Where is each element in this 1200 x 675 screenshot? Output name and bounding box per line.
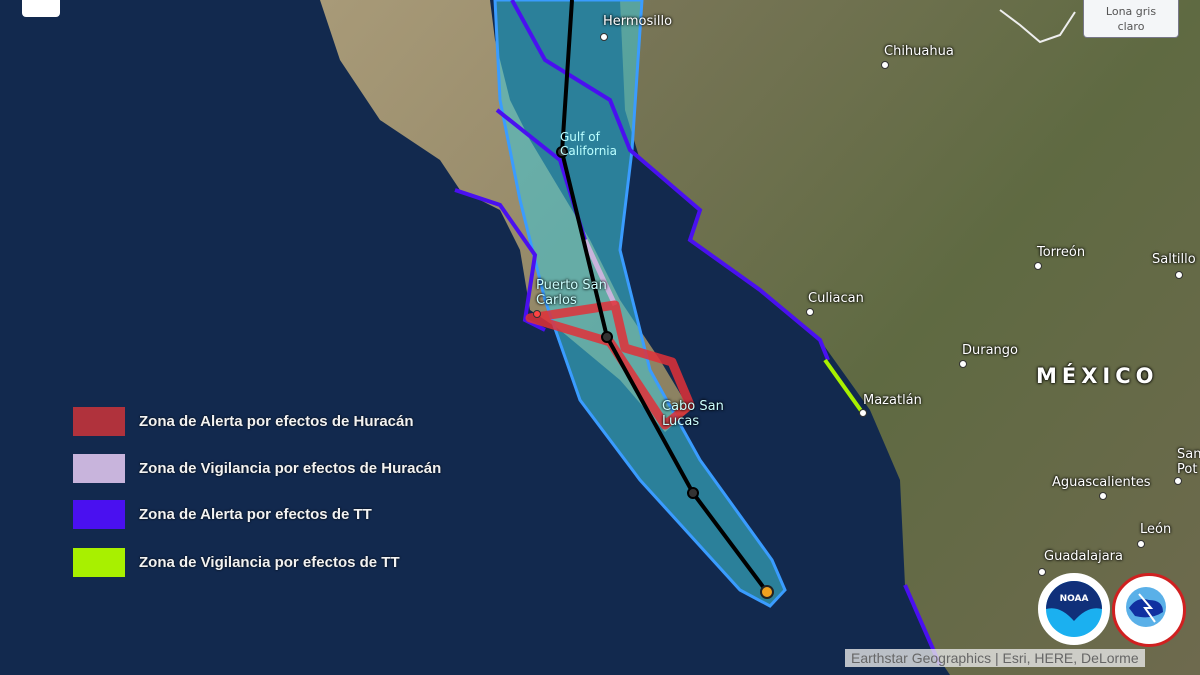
tt-warning-line-west [454, 188, 546, 332]
city-label-saltillo: Saltillo [1152, 252, 1196, 267]
mainland-mexico [620, 0, 1200, 675]
noaa-logo: NOAA [1038, 573, 1110, 645]
track-point[interactable] [687, 487, 699, 499]
legend-item-tt-watch: Zona de Vigilancia por efectos de TT [73, 548, 400, 577]
city-label-hermosillo: Hermosillo [603, 14, 673, 29]
legend-item-tt-warning: Zona de Alerta por efectos de TT [73, 500, 372, 529]
city-label-durango: Durango [962, 343, 1019, 358]
city-label-torreon: Torreón [1037, 245, 1086, 260]
country-label: MÉXICO [1036, 364, 1159, 388]
cabo-line1: Cabo San [662, 399, 724, 414]
city-label-aguascalientes: Aguascalientes [1052, 475, 1151, 490]
puerto-line1: Puerto San [536, 278, 607, 293]
legend-swatch [73, 407, 125, 436]
map-attribution: Earthstar Geographics | Esri, HERE, DeLo… [845, 649, 1145, 667]
slp-line2: Pot [1177, 462, 1198, 477]
state-border [999, 9, 1076, 44]
city-label-culiacan: Culiacan [808, 291, 864, 306]
basemap-label-1: Lona gris [1105, 5, 1157, 18]
hurricane-watch-line [582, 238, 618, 307]
tt-watch-line [823, 358, 864, 414]
city-dot [959, 360, 967, 368]
legend-label: Zona de Vigilancia por efectos de Huracá… [139, 460, 442, 477]
puerto-line2: Carlos [536, 293, 577, 308]
track-point[interactable] [601, 331, 613, 343]
city-label-leon: León [1140, 522, 1172, 537]
storm-current-position-icon[interactable] [760, 585, 774, 599]
legend-swatch [73, 454, 125, 483]
city-dot [1137, 540, 1145, 548]
city-label-puerto-san-carlos: Puerto San Carlos [536, 278, 607, 308]
city-label-san-luis-potosi: San Pot [1177, 447, 1200, 477]
legend-label: Zona de Alerta por efectos de TT [139, 506, 372, 523]
legend-swatch [73, 548, 125, 577]
gulf-label-line2: California [560, 144, 617, 158]
city-dot [533, 310, 541, 318]
city-dot [1099, 492, 1107, 500]
legend-item-hurricane-watch: Zona de Vigilancia por efectos de Huracá… [73, 454, 441, 483]
legend-label: Zona de Vigilancia por efectos de TT [139, 554, 400, 571]
map-control-button[interactable] [22, 0, 60, 17]
city-label-mazatlan: Mazatlán [863, 393, 922, 408]
gulf-label: Gulf of California [560, 130, 617, 158]
city-dot [806, 308, 814, 316]
legend-item-hurricane-warning: Zona de Alerta por efectos de Huracán [73, 407, 414, 436]
basemap-label-2: claro [1117, 20, 1145, 33]
cabo-line2: Lucas [662, 414, 700, 429]
legend-label: Zona de Alerta por efectos de Huracán [139, 413, 414, 430]
city-dot [881, 61, 889, 69]
gulf-label-line1: Gulf of [560, 130, 600, 144]
city-dot [859, 409, 867, 417]
city-dot [600, 33, 608, 41]
city-dot [1175, 271, 1183, 279]
nws-logo [1112, 573, 1186, 647]
basemap-toggle-button[interactable]: Lona gris claro [1083, 0, 1179, 38]
city-dot [1038, 568, 1046, 576]
city-label-chihuahua: Chihuahua [884, 44, 954, 59]
slp-line1: San [1177, 447, 1200, 462]
legend-swatch [73, 500, 125, 529]
city-label-guadalajara: Guadalajara [1044, 549, 1123, 564]
city-dot [1174, 477, 1182, 485]
svg-text:NOAA: NOAA [1060, 594, 1089, 604]
track-point[interactable] [556, 146, 568, 158]
city-label-cabo-san-lucas: Cabo San Lucas [662, 399, 724, 429]
city-dot [1034, 262, 1042, 270]
